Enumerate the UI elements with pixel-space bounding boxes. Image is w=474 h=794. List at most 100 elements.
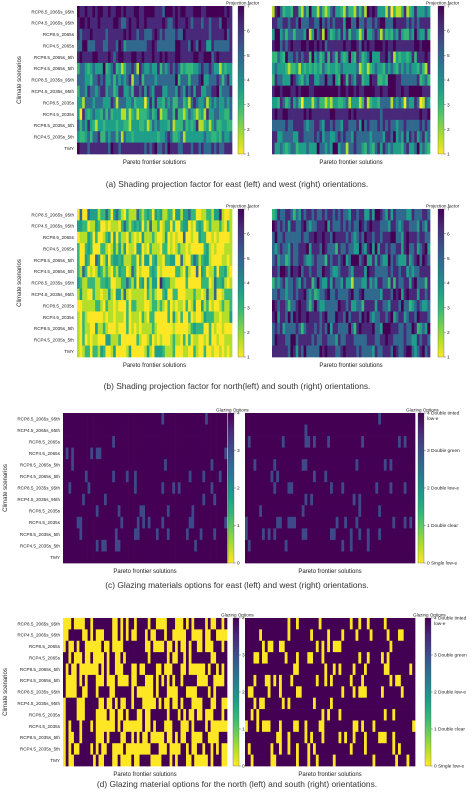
heatmap-cell (285, 243, 289, 255)
heatmap-cell (82, 629, 86, 642)
heatmap-cell (219, 322, 223, 335)
heatmap-cell (298, 254, 302, 267)
heatmap-cell (395, 334, 399, 346)
heatmap-cell (419, 85, 423, 98)
heatmap-cell (180, 459, 184, 472)
heatmap-cell (361, 493, 365, 506)
heatmap-cell (313, 539, 317, 552)
heatmap-cell (374, 62, 378, 75)
heatmap-cell (358, 131, 362, 143)
heatmap-cell (213, 119, 217, 132)
heatmap-cell (183, 505, 187, 518)
heatmap-cell (332, 209, 336, 221)
heatmap-cell (208, 345, 212, 358)
heatmap-cell (100, 51, 104, 64)
heatmap-cell (161, 436, 165, 448)
heatmap-cell (115, 334, 119, 346)
heatmap-cell (113, 288, 117, 301)
heatmap-cell (414, 131, 418, 143)
heatmap-cell (208, 288, 212, 301)
heatmap-cell (224, 482, 228, 495)
heatmap-cell (395, 265, 399, 278)
heatmap-cell (216, 505, 220, 518)
heatmap-cell (153, 516, 157, 529)
heatmap-cell (256, 516, 260, 529)
heatmap-cell (372, 551, 376, 564)
heatmap-cell (144, 28, 148, 41)
heatmap-cell (361, 119, 365, 132)
heatmap-cell (177, 629, 181, 642)
heatmap-cell (180, 209, 184, 221)
heatmap-cell (213, 424, 217, 437)
heatmap-cell (145, 436, 149, 448)
heatmap-cell (79, 322, 83, 335)
heatmap-cell (378, 482, 382, 495)
heatmap-cell (318, 459, 322, 472)
heatmap-cell (355, 459, 359, 472)
heatmap-cell (172, 436, 176, 448)
heatmap-cell (219, 300, 223, 312)
heatmap-cell (123, 505, 127, 518)
heatmap-cell (366, 62, 370, 75)
heatmap-cell (335, 17, 339, 30)
heatmap-cell (131, 119, 135, 132)
heatmap-b-right (272, 209, 431, 358)
heatmap-cell (117, 413, 121, 425)
heatmap-cell (77, 131, 80, 143)
heatmap-cell (389, 482, 393, 495)
heatmap-cell (330, 505, 334, 518)
heatmap-cell (208, 334, 212, 346)
heatmap-cell (166, 640, 170, 653)
heatmap-cell (112, 413, 116, 425)
heatmap-cell (245, 516, 249, 529)
heatmap-cell (364, 322, 368, 335)
heatmap-cell (229, 97, 233, 109)
heatmap-cell (303, 131, 307, 143)
heatmap-cell (201, 334, 204, 346)
heatmap-cell (369, 516, 373, 529)
heatmap-cell (79, 85, 83, 98)
heatmap-cell (301, 413, 305, 425)
heatmap-cell (191, 482, 195, 495)
heatmap-cell (172, 40, 176, 52)
heatmap-cell (188, 62, 192, 75)
heatmap-cell (321, 551, 325, 564)
heatmap-cell (182, 322, 186, 335)
heatmap-cell (375, 551, 379, 564)
heatmap-cell (351, 209, 354, 221)
heatmap-cell (175, 131, 179, 143)
heatmap-cell (390, 265, 394, 278)
heatmap-cell (105, 254, 109, 267)
heatmap-cell (87, 254, 91, 267)
heatmap-cell (277, 17, 281, 30)
heatmap-cell (128, 254, 132, 267)
heatmap-cell (175, 142, 179, 155)
heatmap-cell (71, 618, 75, 630)
heatmap-cell (332, 528, 337, 541)
heatmap-cell (136, 254, 140, 267)
heatmap-cell (318, 551, 322, 564)
heatmap-cell (95, 265, 99, 278)
heatmap-cell (382, 28, 386, 41)
heatmap-cell (393, 17, 397, 30)
heatmap-cell (79, 459, 83, 472)
heatmap-cell (262, 459, 266, 472)
heatmap-cell (303, 17, 307, 30)
heatmap-cell (400, 505, 405, 518)
heatmap-cell (194, 505, 198, 518)
heatmap-cell (300, 131, 304, 143)
heatmap-cell (159, 243, 163, 255)
heatmap-cell (139, 40, 142, 52)
y-tick-label: RCP4.5_2065s (29, 451, 61, 456)
heatmap-cell (316, 131, 320, 143)
heatmap-cell (390, 311, 394, 324)
heatmap-cell (224, 74, 228, 87)
heatmap-cell (369, 119, 373, 132)
heatmap-cell (155, 482, 160, 495)
heatmap-cell (295, 254, 299, 267)
heatmap-cell (77, 97, 80, 109)
heatmap-cell (144, 51, 148, 64)
heatmap-cell (247, 505, 252, 518)
heatmap-cell (65, 618, 69, 630)
heatmap-cell (126, 97, 130, 109)
